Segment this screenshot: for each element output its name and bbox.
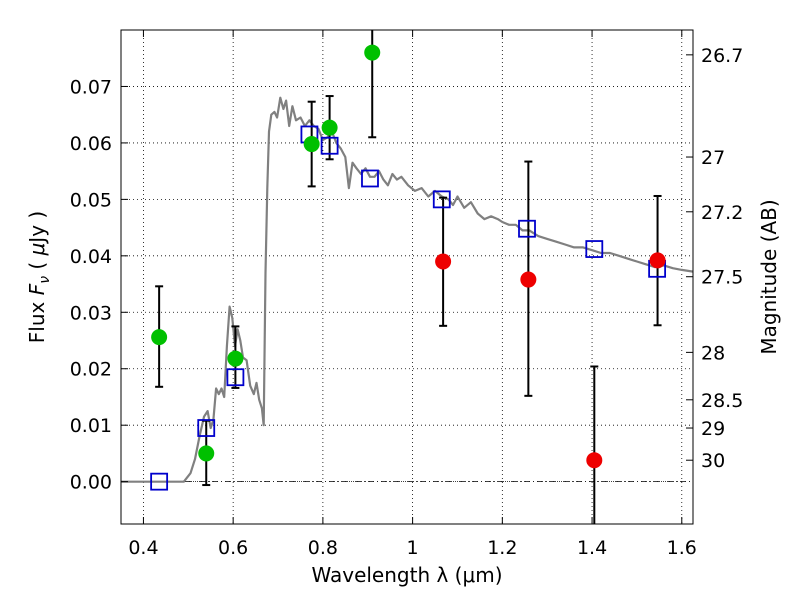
y-tick-label: 0.05 xyxy=(70,189,112,211)
observed-optical-point xyxy=(303,136,320,153)
y-tick-label: 0.07 xyxy=(70,76,112,98)
observed-optical-point xyxy=(198,445,215,462)
y-tick-label: 0.02 xyxy=(70,359,112,381)
axis-ticks xyxy=(121,30,693,524)
observed-optical-point xyxy=(227,350,244,367)
x-tick-label: 0.8 xyxy=(308,537,338,559)
x-tick-label: 1.6 xyxy=(667,537,697,559)
x-tick-label: 1 xyxy=(407,537,419,559)
observed-optical-point xyxy=(321,119,338,136)
mag-tick-label: 28.5 xyxy=(701,390,743,412)
x-tick-label: 0.4 xyxy=(128,537,158,559)
y-tick-label: 0.00 xyxy=(70,472,112,494)
y2-axis-title: Magnitude (AB) xyxy=(757,199,781,354)
mag-tick-label: 28 xyxy=(701,342,725,364)
mag-tick-label: 30 xyxy=(701,450,725,472)
mag-tick-label: 27 xyxy=(701,147,725,169)
model-photometry-square xyxy=(320,136,339,155)
mag-tick-label: 27.5 xyxy=(701,267,743,289)
mag-tick-label: 26.7 xyxy=(701,45,743,67)
sed-model-curve xyxy=(121,96,694,483)
x-tick-label: 0.6 xyxy=(218,537,248,559)
errorbars-layer xyxy=(155,30,662,524)
y-tick-label: 0.04 xyxy=(70,246,112,268)
grid-lines xyxy=(121,30,693,524)
axis-tick-labels: 0.4 0.6 0.8 1 1.2 1.4 1.6 0.00 0.01 0.02 0.03 0.04 0… xyxy=(70,45,744,559)
model-photometry-square xyxy=(518,219,536,238)
model-photometry-square xyxy=(585,240,604,258)
data-points-layer xyxy=(150,44,667,491)
sed-model-layer xyxy=(121,96,694,483)
x-axis-title: Wavelength λ (μm) xyxy=(311,563,502,587)
y-axis-title: Flux Fν ( μJy ) xyxy=(25,211,53,343)
model-photometry-square xyxy=(226,368,245,387)
observed-nir-point xyxy=(649,252,666,269)
y-tick-label: 0.01 xyxy=(70,415,112,437)
model-photometry-square xyxy=(432,190,451,209)
observed-nir-point xyxy=(435,253,452,270)
x-tick-label: 1.4 xyxy=(577,537,607,559)
model-photometry-square xyxy=(150,472,169,491)
observed-optical-point xyxy=(364,44,381,61)
mag-tick-label: 27.2 xyxy=(701,202,743,224)
observed-nir-point xyxy=(520,271,537,288)
y-tick-label: 0.03 xyxy=(70,302,112,324)
mag-tick-label: 29 xyxy=(701,418,725,440)
model-photometry-square xyxy=(361,169,379,188)
model-photometry-square xyxy=(197,419,216,437)
observed-nir-point xyxy=(586,452,603,469)
observed-optical-point xyxy=(151,329,168,346)
x-tick-label: 1.2 xyxy=(487,537,517,559)
y-tick-label: 0.06 xyxy=(70,133,112,155)
